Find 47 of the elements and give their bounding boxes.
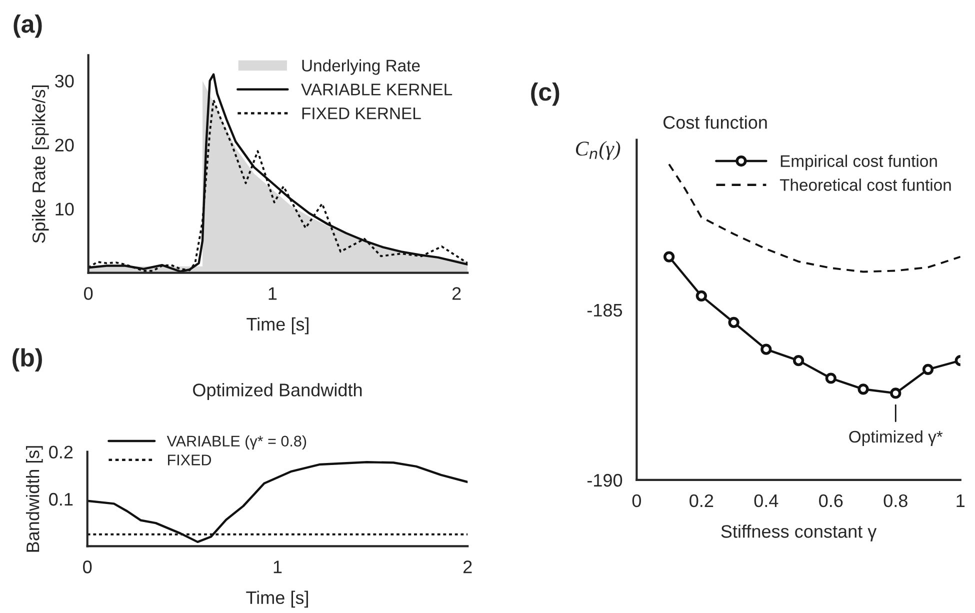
y-axis-title: Spike Rate [spike/s] — [32, 85, 49, 243]
x-tick-label: 0.2 — [690, 494, 714, 508]
x-tick-label: 0 — [632, 494, 641, 508]
y-tick-label: 0.1 — [49, 492, 73, 506]
annotation: Optimized γ* — [849, 430, 943, 446]
chart-title: Cost function — [663, 116, 767, 129]
legend-label: VARIABLE (γ* = 0.8) — [166, 435, 306, 450]
legend-label: Theoretical cost funtion — [780, 178, 951, 191]
point — [890, 388, 902, 399]
y-tick-label: 20 — [55, 138, 74, 152]
y-tick-label: 10 — [56, 202, 74, 216]
x-tick-label: 0.4 — [754, 494, 778, 508]
x-tick-label: 0 — [84, 287, 93, 300]
text: (a) — [14, 14, 42, 38]
text: (b) — [12, 348, 42, 372]
point — [792, 355, 804, 366]
text: (c) — [531, 82, 560, 106]
y-axis-title: Bandwidth [s] — [26, 446, 43, 552]
y-tick-label: 30 — [55, 74, 74, 88]
y-axis-title: C$_{n}$(γ) — [576, 141, 620, 160]
x-tick-label: 0 — [83, 560, 92, 574]
point — [663, 251, 675, 262]
legend-label: FIXED — [168, 454, 212, 466]
point — [922, 364, 934, 375]
x-tick-label: 1 — [956, 494, 965, 507]
legend-label: Empirical cost funtion — [780, 154, 937, 170]
x-axis-title: Stiffness constant γ — [721, 524, 877, 542]
legend-label: Underlying Rate — [302, 59, 420, 75]
y-tick-label: -185 — [587, 304, 622, 317]
x-tick-label: 2 — [464, 560, 472, 574]
y-tick-label: 0.2 — [49, 446, 73, 458]
x-tick-label: 0.8 — [884, 494, 908, 508]
chart-title: Optimized Bandwidth — [193, 383, 362, 400]
point — [728, 316, 740, 328]
x-tick-label: 2 — [452, 287, 461, 300]
point — [760, 344, 772, 355]
x-tick-label: 1 — [274, 560, 282, 574]
x-tick-label: 0.6 — [819, 494, 843, 508]
legend-label: VARIABLE KERNEL — [301, 84, 452, 96]
x-axis-title: Time [s] — [246, 590, 308, 608]
x-axis-title: Time [s] — [246, 317, 308, 334]
y-tick-label: -190 — [587, 474, 622, 487]
x-tick-label: 1 — [268, 287, 277, 300]
point — [858, 384, 869, 395]
legend-label: FIXED KERNEL — [302, 108, 421, 120]
point — [696, 290, 707, 302]
point — [825, 372, 836, 384]
